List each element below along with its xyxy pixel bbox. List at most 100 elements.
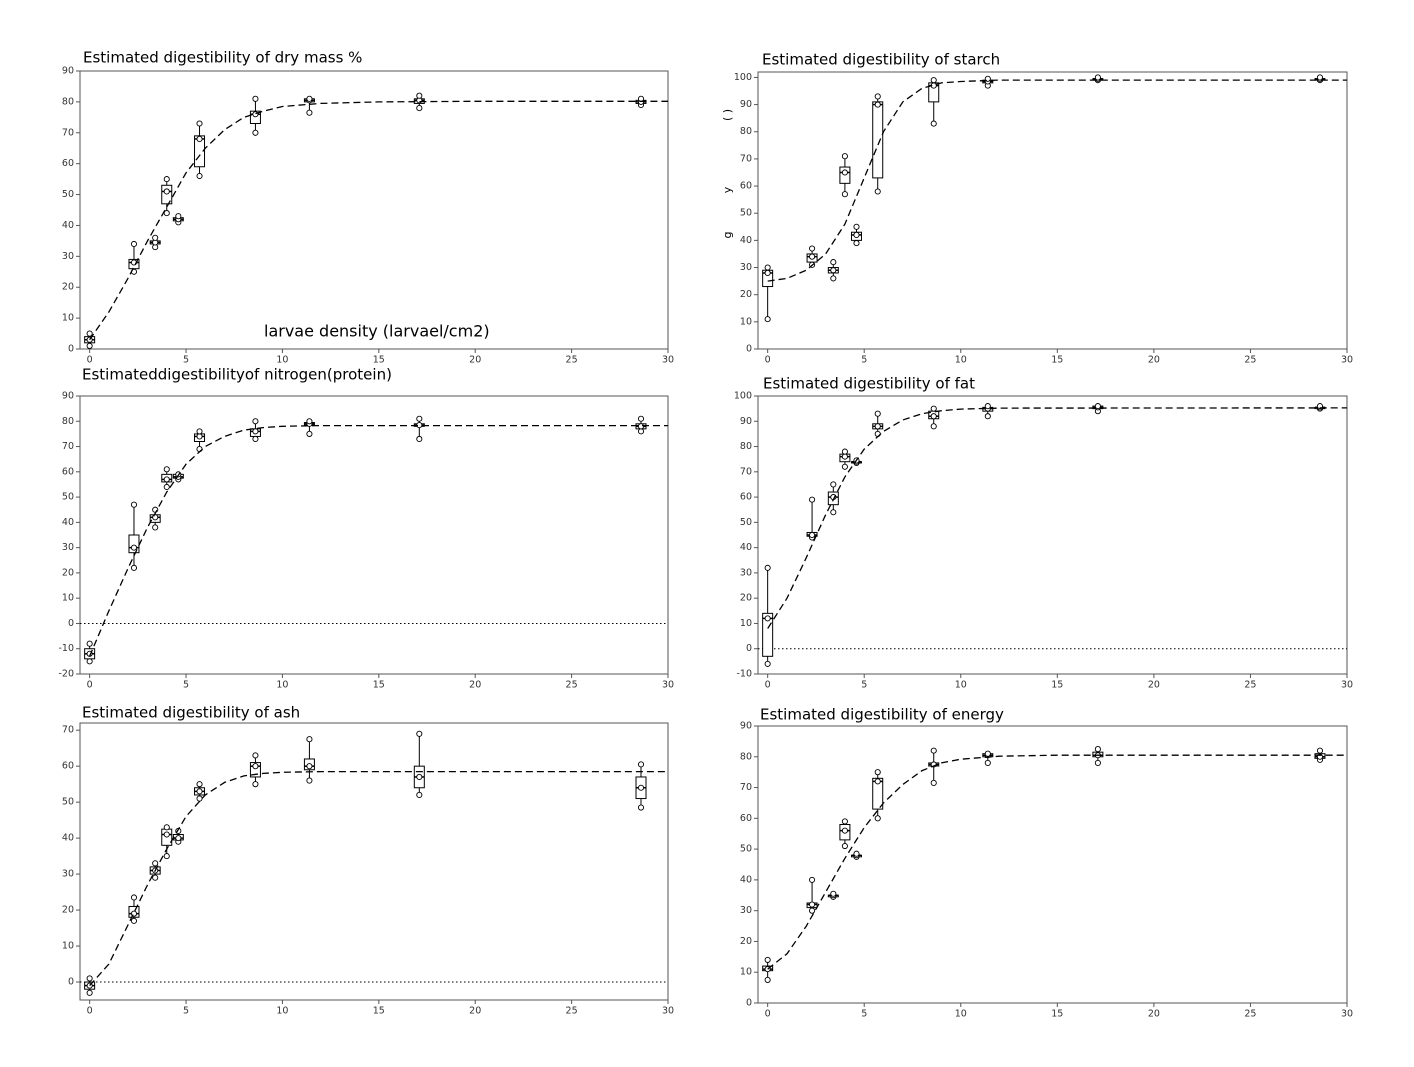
- point: [830, 275, 837, 282]
- point: [930, 413, 937, 420]
- point: [175, 213, 182, 220]
- y-tick-label: 50: [62, 189, 74, 200]
- point: [764, 269, 771, 277]
- x-tick-label: 20: [469, 680, 481, 691]
- y-tick-label: 40: [740, 874, 752, 885]
- x-tick-label: 15: [1051, 355, 1063, 366]
- point: [130, 894, 138, 901]
- x-tick-label: 30: [1341, 1009, 1353, 1020]
- box: [249, 110, 261, 125]
- point: [252, 763, 259, 770]
- annotation: larvae density (larvael/cm2): [264, 322, 490, 341]
- point: [196, 433, 203, 440]
- point: [984, 403, 991, 410]
- box: [872, 101, 884, 179]
- point: [637, 423, 645, 430]
- point: [874, 410, 881, 417]
- plot-frame: [79, 70, 669, 350]
- point: [874, 423, 881, 430]
- point: [809, 245, 816, 252]
- point: [637, 415, 645, 422]
- y-tick-label: -10: [58, 643, 74, 654]
- y-tick-label: 10: [62, 313, 74, 324]
- x-tick-label: 15: [1051, 680, 1063, 691]
- point: [416, 435, 423, 443]
- point: [841, 153, 848, 160]
- x-tick-label: 25: [566, 680, 578, 691]
- x-tick-label: 30: [662, 680, 674, 691]
- x-tick-label: 5: [183, 1006, 189, 1017]
- point: [306, 418, 313, 425]
- y-tick-label: 70: [62, 127, 74, 138]
- fitted-curve: [89, 100, 668, 341]
- fitted-curve: [89, 770, 668, 987]
- x-tick-label: 20: [1148, 355, 1160, 366]
- point: [830, 259, 837, 266]
- point: [306, 763, 313, 770]
- x-tick-label: 10: [955, 680, 967, 691]
- point: [809, 876, 816, 883]
- point: [163, 210, 170, 217]
- point: [86, 658, 93, 665]
- fitted-curve: [767, 754, 1347, 970]
- point: [196, 795, 203, 802]
- point: [841, 818, 848, 825]
- x-tick-label: 15: [373, 1006, 385, 1017]
- point: [874, 188, 881, 195]
- y-tick-label: 20: [62, 282, 74, 293]
- point: [306, 777, 313, 784]
- y-tick-label: 90: [740, 416, 752, 427]
- point: [809, 496, 816, 503]
- point: [1094, 759, 1101, 766]
- point: [252, 752, 259, 759]
- point: [764, 316, 771, 323]
- point: [841, 827, 848, 834]
- point: [152, 524, 159, 531]
- point: [1316, 74, 1324, 81]
- y-tick-label: 30: [62, 869, 74, 880]
- box: [194, 135, 206, 168]
- point: [830, 890, 837, 897]
- plot-frame: [757, 725, 1348, 1004]
- point: [196, 788, 203, 795]
- point: [163, 824, 170, 831]
- panel-title: Estimated digestibility of ash: [82, 704, 300, 722]
- y-tick-label: 20: [62, 905, 74, 916]
- y-label-part: y: [721, 186, 734, 193]
- y-label-part: ( ): [721, 109, 734, 121]
- y-tick-label: 50: [62, 492, 74, 503]
- point: [841, 448, 848, 455]
- point: [841, 169, 848, 176]
- y-tick-label: 0: [68, 977, 74, 988]
- x-tick-label: 0: [765, 355, 771, 366]
- point: [874, 769, 881, 776]
- point: [416, 415, 423, 422]
- y-tick-label: 20: [62, 567, 74, 578]
- y-tick-label: 30: [740, 262, 752, 273]
- x-tick-label: 10: [276, 1006, 288, 1017]
- point: [830, 509, 837, 516]
- x-tick-label: 5: [861, 680, 867, 691]
- point: [163, 188, 170, 195]
- y-tick-label: 30: [740, 905, 752, 916]
- point: [841, 842, 848, 850]
- point: [196, 781, 203, 788]
- point: [416, 791, 423, 798]
- y-tick-label: 0: [68, 344, 74, 355]
- point: [86, 640, 93, 647]
- y-tick-label: 70: [740, 153, 752, 164]
- y-tick-label: 60: [740, 813, 752, 824]
- x-tick-label: 0: [87, 680, 93, 691]
- x-tick-label: 20: [1148, 1009, 1160, 1020]
- point: [306, 109, 313, 116]
- point: [874, 93, 881, 100]
- y-tick-label: 60: [62, 158, 74, 169]
- point: [130, 564, 138, 571]
- x-tick-label: 20: [1148, 680, 1160, 691]
- x-tick-label: 5: [861, 1009, 867, 1020]
- y-tick-label: 0: [68, 618, 74, 629]
- point: [152, 234, 159, 241]
- point: [252, 781, 259, 788]
- point: [809, 901, 816, 908]
- x-tick-label: 10: [276, 680, 288, 691]
